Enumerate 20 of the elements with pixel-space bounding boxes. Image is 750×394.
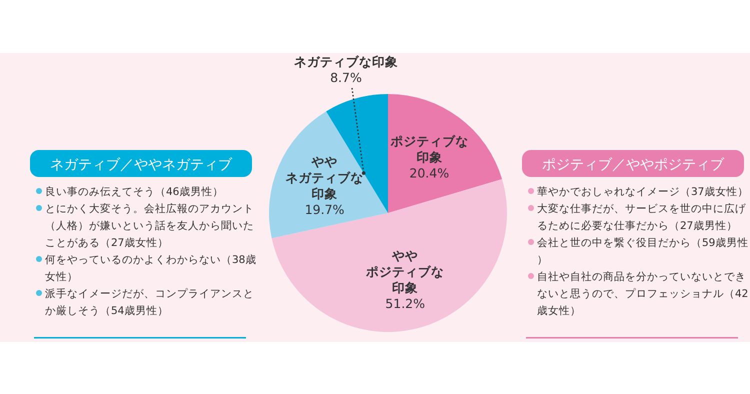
- data-label: 8.7%: [330, 70, 362, 85]
- text: とにかく大変そう。会社広報のアカウント（人格）が嫌いという話を友人から聞いたことがある（27歳女性）: [45, 202, 254, 249]
- text: ポジティブ／ややポジティブ: [542, 157, 725, 173]
- slice-label: ややネガティブな印象: [286, 154, 364, 201]
- slice-label: ネガティブな印象: [294, 54, 398, 69]
- text: 自社や自社の商品を分かっていないとできないと思うので、プロフェッショナル（42歳女性）: [537, 270, 748, 317]
- text: 会社と世の中を繋ぐ役目だから（59歳男性）: [537, 236, 748, 266]
- slice-label: ポジティブな印象: [389, 134, 468, 165]
- text: 派手なイメージだが、コンプライアンスとか厳しそう（54歳男性）: [45, 287, 254, 317]
- pie-slice: [388, 94, 502, 213]
- text: 華やかでおしゃれなイメージ（37歳女性）: [537, 185, 748, 198]
- slice-label: ややポジティブな印象: [365, 248, 444, 295]
- data-label: 51.2%: [385, 296, 426, 311]
- text: ネガティブ／ややネガティブ: [50, 157, 233, 173]
- text: 良い事のみ伝えてそう（46歳男性）: [45, 185, 224, 198]
- data-label: 19.7%: [304, 202, 345, 217]
- text: 大変な仕事だが、サービスを世の中に広げるために必要な仕事だから（27歳男性）: [537, 202, 747, 232]
- data-label: 20.4%: [409, 166, 450, 181]
- pie-slice: [269, 111, 388, 238]
- text: 何をやっているのかよくわからない（38歳女性）: [45, 253, 256, 283]
